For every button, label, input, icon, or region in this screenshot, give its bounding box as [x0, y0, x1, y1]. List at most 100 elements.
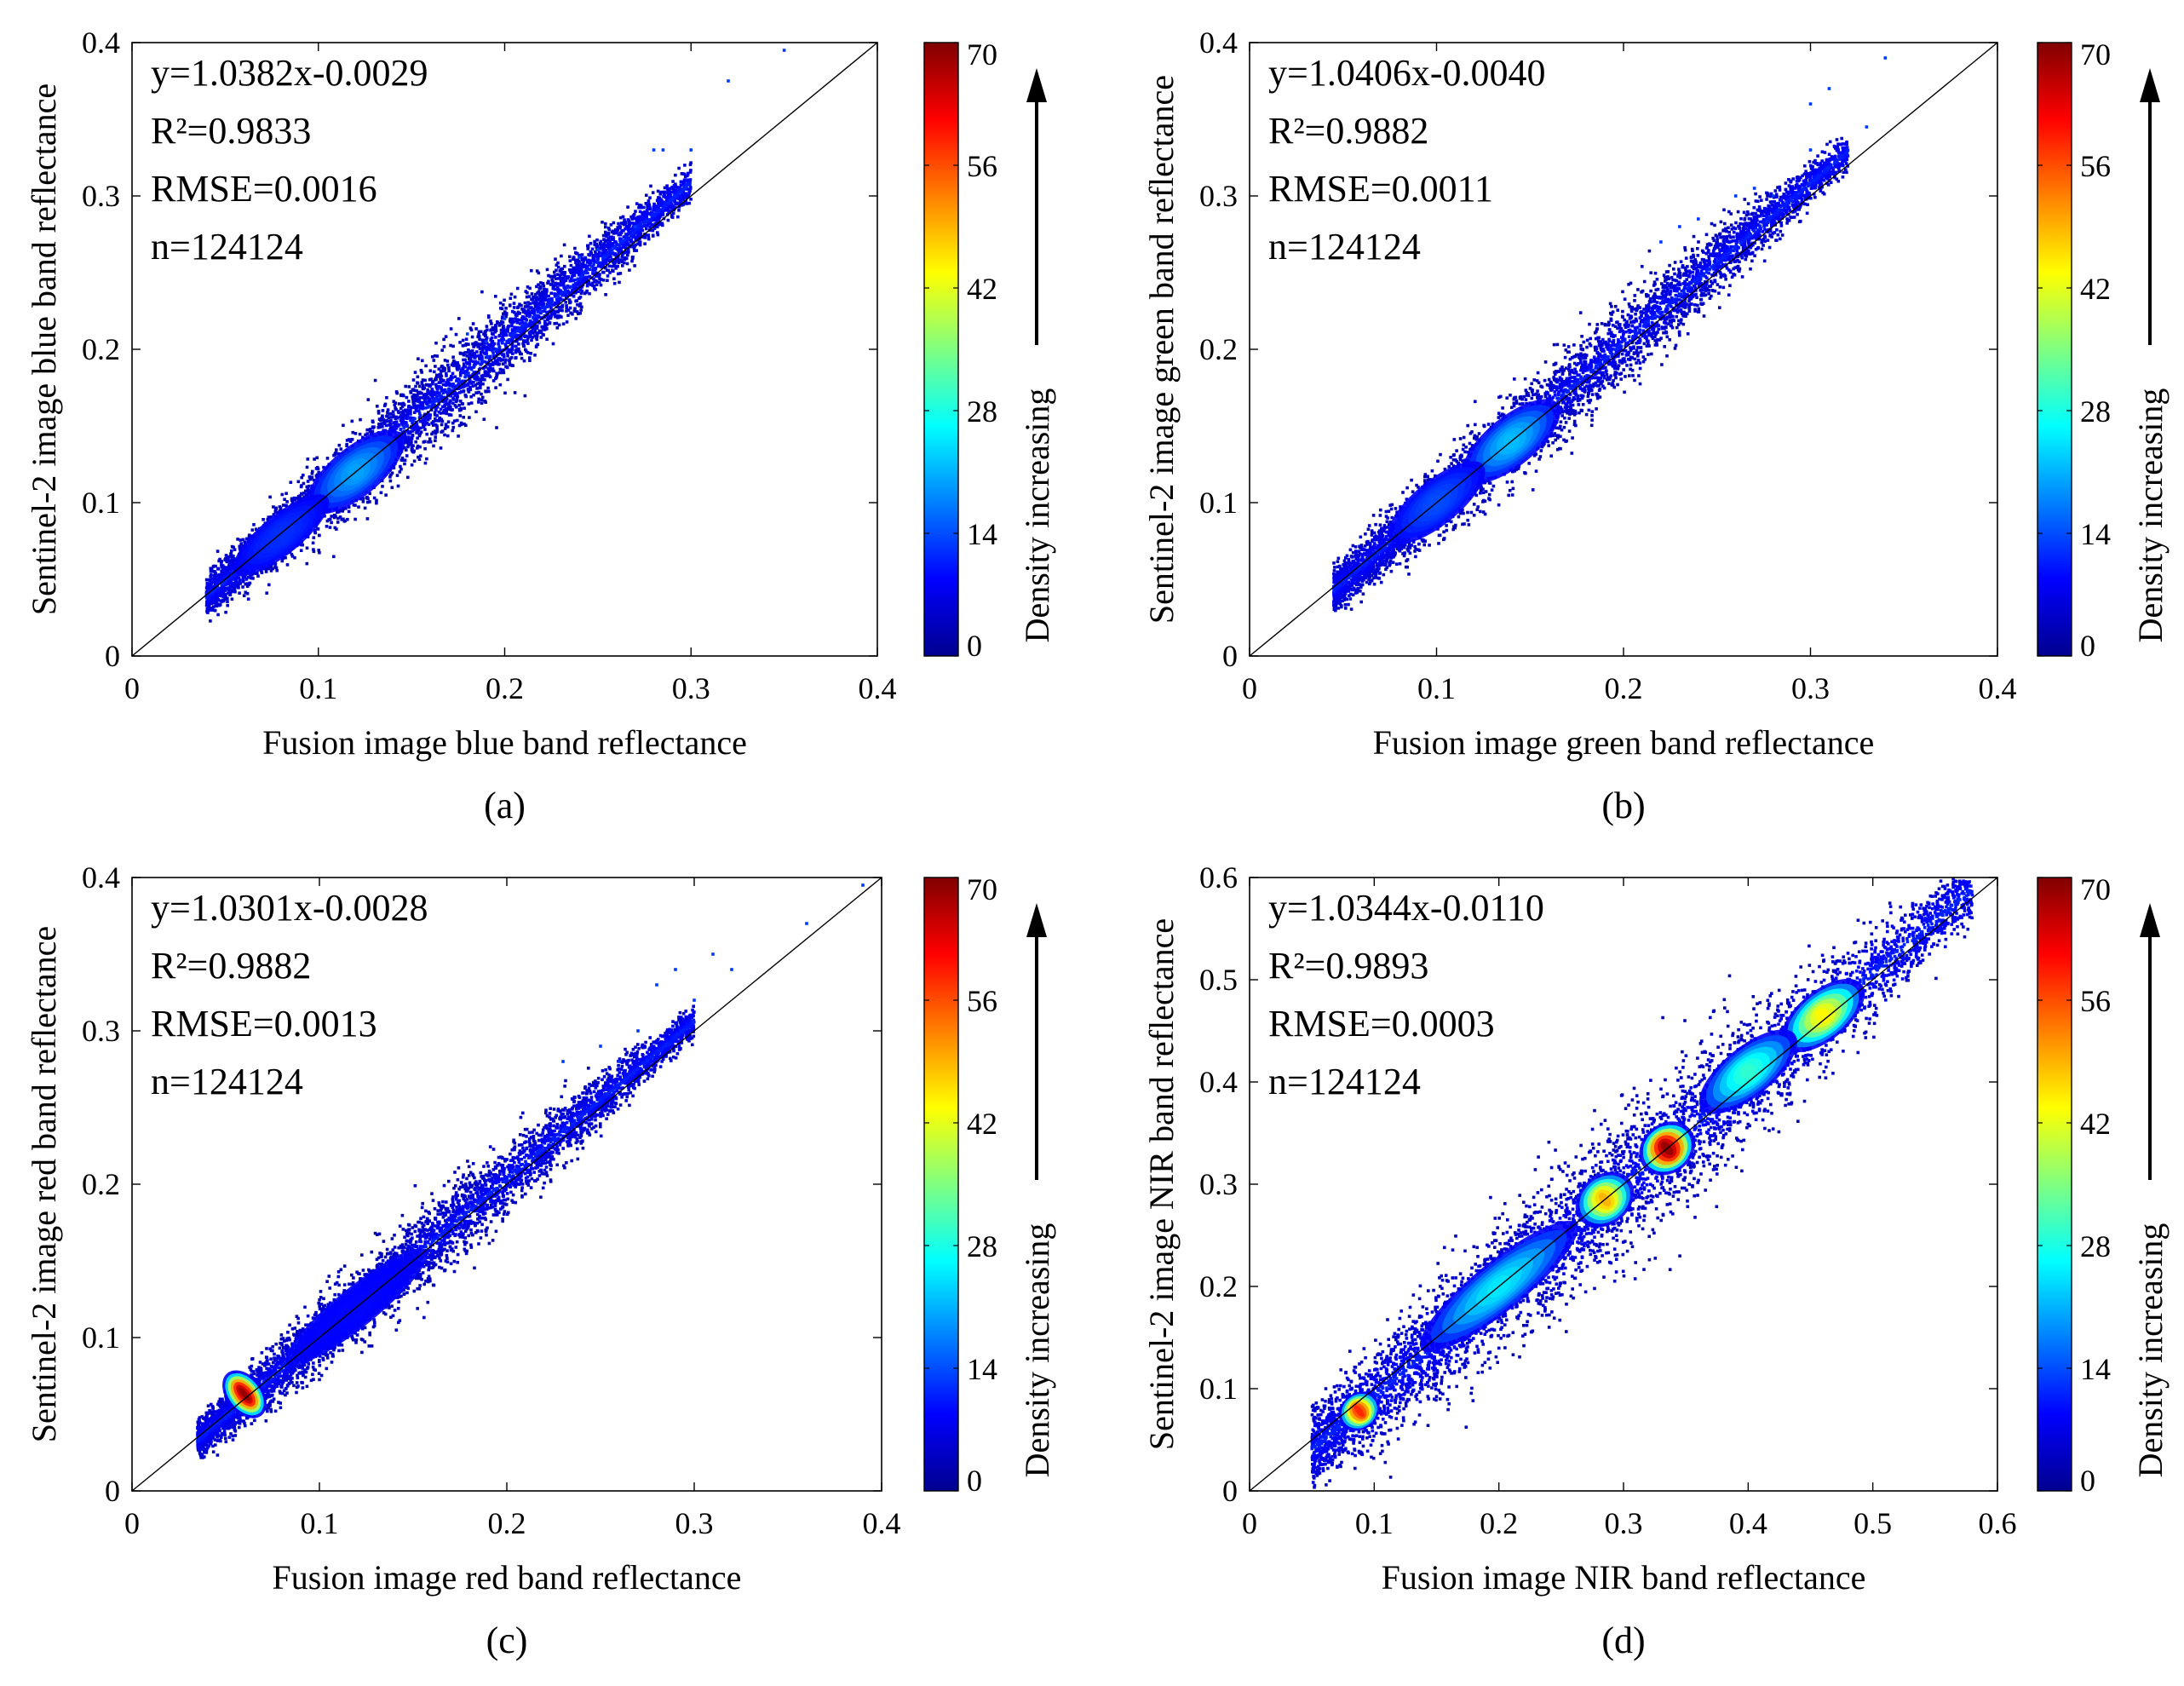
scatter-point — [576, 302, 579, 307]
scatter-point — [452, 359, 456, 363]
scatter-point — [468, 377, 472, 381]
scatter-point — [574, 258, 578, 262]
scatter-point — [595, 261, 600, 264]
scatter-point — [403, 433, 407, 436]
scatter-point — [572, 273, 577, 278]
scatter-point — [459, 368, 463, 372]
scatter-point — [300, 475, 303, 480]
scatter-point — [560, 293, 565, 296]
scatter-point — [568, 279, 572, 283]
scatter-point — [241, 578, 245, 581]
scatter-point — [537, 310, 540, 314]
scatter-point — [430, 432, 434, 436]
scatter-point — [515, 286, 520, 291]
scatter-point — [645, 193, 648, 197]
scatter-point — [681, 198, 686, 201]
scatter-point — [395, 474, 399, 477]
scatter-point — [237, 576, 241, 579]
scatter-point — [405, 411, 410, 416]
scatter-point — [606, 256, 610, 260]
scatter-point — [522, 334, 526, 337]
scatter-point — [442, 378, 445, 383]
scatter-point — [604, 293, 607, 296]
scatter-point — [247, 533, 251, 537]
scatter-point — [480, 352, 483, 355]
scatter-point — [365, 500, 370, 504]
scatter-point — [428, 437, 432, 440]
scatter-point — [491, 369, 494, 372]
scatter-point — [305, 546, 309, 550]
scatter-point — [503, 298, 506, 302]
scatter-point — [637, 232, 641, 236]
scatter-point — [523, 317, 526, 321]
scatter-point — [342, 423, 345, 428]
scatter-point — [666, 191, 670, 195]
scatter-point — [491, 344, 494, 348]
scatter-point — [549, 314, 553, 318]
scatter-point — [543, 295, 548, 299]
scatter-point — [606, 250, 610, 254]
scatter-point — [461, 380, 464, 384]
scatter-point — [417, 416, 422, 420]
scatter-point — [501, 358, 505, 361]
scatter-point — [642, 205, 646, 210]
scatter-point — [514, 350, 518, 354]
scatter-point — [523, 305, 527, 308]
scatter-point — [251, 577, 255, 580]
scatter-point — [458, 341, 462, 344]
scatter-point — [451, 425, 456, 429]
scatter-point — [378, 425, 382, 429]
scatter-point — [502, 371, 506, 375]
scatter-point — [458, 371, 463, 375]
scatter-point — [530, 323, 534, 326]
scatter-point — [612, 264, 617, 268]
scatter-point — [330, 521, 333, 525]
scatter-point — [513, 325, 517, 330]
scatter-point — [606, 253, 610, 257]
scatter-point — [627, 221, 631, 224]
scatter-point — [204, 603, 209, 607]
scatter-point — [426, 388, 429, 392]
scatter-point — [501, 353, 504, 357]
scatter-point — [336, 510, 339, 515]
scatter-point — [480, 360, 484, 364]
scatter-point — [412, 428, 417, 431]
scatter-point — [554, 281, 558, 285]
scatter-point — [428, 440, 433, 444]
scatter-point — [523, 309, 526, 314]
scatter-point — [416, 381, 419, 384]
scatter-point — [441, 391, 445, 394]
scatter-point — [568, 259, 572, 262]
scatter-point — [418, 406, 422, 410]
scatter-point — [439, 369, 443, 372]
scatter-point — [629, 238, 633, 242]
scatter-point — [595, 279, 599, 284]
scatter-point — [633, 245, 636, 248]
scatter-point — [496, 321, 499, 325]
scatter-point — [418, 419, 422, 423]
scatter-point — [666, 195, 670, 199]
scatter-point — [607, 227, 612, 232]
scatter-point — [302, 492, 306, 495]
scatter-point — [681, 172, 685, 176]
scatter-point — [560, 271, 563, 274]
scatter-point — [454, 361, 458, 365]
scatter-point — [434, 419, 439, 423]
scatter-point — [674, 193, 677, 197]
scatter-point — [431, 355, 434, 359]
scatter-point — [434, 377, 438, 381]
scatter-point — [420, 391, 423, 395]
scatter-point — [446, 420, 451, 423]
scatter-point — [441, 368, 445, 371]
scatter-point — [440, 419, 445, 423]
scatter-point — [444, 410, 448, 414]
scatter-point — [208, 584, 212, 589]
scatter-point — [223, 573, 227, 577]
scatter-point — [517, 342, 520, 346]
scatter-point — [623, 250, 626, 255]
scatter-point — [439, 411, 443, 415]
scatter-point — [465, 370, 469, 373]
scatter-point — [337, 443, 342, 447]
scatter-point — [594, 260, 598, 264]
scatter-point — [607, 243, 611, 247]
